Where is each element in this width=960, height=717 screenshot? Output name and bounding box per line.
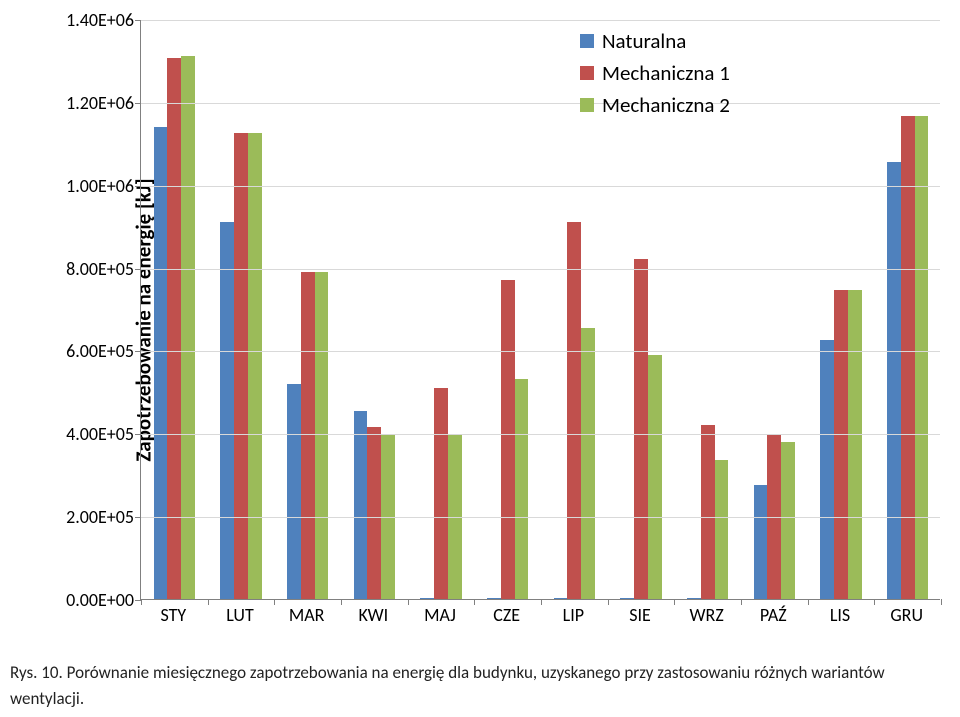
y-tick-label: 0.00E+00 bbox=[44, 589, 134, 611]
bar bbox=[620, 598, 634, 599]
bar bbox=[634, 259, 648, 599]
bar bbox=[501, 280, 515, 599]
bar bbox=[220, 222, 234, 599]
bar bbox=[515, 379, 529, 599]
bar bbox=[420, 598, 434, 599]
bar bbox=[848, 290, 862, 599]
y-tick-mark bbox=[135, 269, 141, 270]
caption-prefix: Rys. 10. bbox=[10, 662, 67, 683]
legend-item: Mechaniczna 1 bbox=[580, 60, 730, 86]
bar bbox=[581, 328, 595, 599]
caption-text: Porównanie miesięcznego zapotrzebowania … bbox=[10, 662, 885, 709]
x-tick-label: KWI bbox=[359, 604, 389, 626]
bar bbox=[701, 425, 715, 599]
bar bbox=[554, 598, 568, 599]
x-tick-label: MAJ bbox=[424, 604, 456, 626]
y-tick-label: 1.20E+06 bbox=[44, 92, 134, 114]
bar bbox=[834, 290, 848, 599]
legend-swatch bbox=[580, 66, 594, 80]
bar bbox=[781, 442, 795, 599]
x-tick-label: WRZ bbox=[690, 604, 724, 626]
bar bbox=[287, 384, 301, 599]
bar bbox=[687, 598, 701, 599]
x-tick-label: LIP bbox=[563, 604, 584, 626]
x-tick-label: SIE bbox=[629, 604, 651, 626]
x-axis-tick-labels: STY LUT MAR KWI MAJ CZE LIP SIE WRZ PAŹ LIS GRU bbox=[140, 604, 940, 634]
y-tick-label: 8.00E+05 bbox=[44, 258, 134, 280]
bar bbox=[915, 116, 929, 599]
plot-area bbox=[140, 20, 940, 600]
legend-item: Mechaniczna 2 bbox=[580, 92, 730, 118]
bar bbox=[567, 222, 581, 599]
y-tick-label: 1.40E+06 bbox=[44, 9, 134, 31]
chart-container: Zapotrzebowanie na energię [kJ] 0.00E+00… bbox=[0, 0, 960, 640]
y-tick-mark bbox=[135, 517, 141, 518]
x-tick-label: PAŹ bbox=[760, 604, 787, 626]
bar bbox=[301, 272, 315, 599]
legend-label: Mechaniczna 1 bbox=[602, 60, 730, 86]
bar bbox=[901, 116, 915, 599]
gridline bbox=[141, 434, 940, 435]
y-tick-mark bbox=[135, 351, 141, 352]
gridline bbox=[141, 351, 940, 352]
x-tick-label: MAR bbox=[289, 604, 325, 626]
x-tick-label: LIS bbox=[830, 604, 850, 626]
gridline bbox=[141, 517, 940, 518]
bar bbox=[820, 340, 834, 599]
y-tick-label: 2.00E+05 bbox=[44, 506, 134, 528]
legend: Naturalna Mechaniczna 1 Mechaniczna 2 bbox=[580, 28, 730, 124]
bars-layer bbox=[141, 20, 940, 599]
legend-swatch bbox=[580, 98, 594, 112]
bar bbox=[315, 272, 329, 599]
y-tick-label: 1.00E+06 bbox=[44, 175, 134, 197]
gridline bbox=[141, 103, 940, 104]
bar bbox=[248, 133, 262, 599]
bar bbox=[434, 388, 448, 599]
x-tick-label: LUT bbox=[226, 604, 254, 626]
x-tick-label: STY bbox=[160, 604, 186, 626]
bar bbox=[154, 127, 168, 599]
bar bbox=[715, 460, 729, 599]
bar bbox=[648, 355, 662, 599]
bar bbox=[487, 598, 501, 599]
legend-label: Mechaniczna 2 bbox=[602, 92, 730, 118]
x-tick-label: CZE bbox=[493, 604, 520, 626]
y-axis-tick-labels: 0.00E+002.00E+054.00E+056.00E+058.00E+05… bbox=[44, 0, 134, 600]
gridline bbox=[141, 20, 940, 21]
x-tick-mark bbox=[941, 599, 942, 605]
bar bbox=[354, 411, 368, 600]
y-tick-mark bbox=[135, 434, 141, 435]
bar bbox=[234, 133, 248, 599]
legend-label: Naturalna bbox=[602, 28, 686, 54]
bar bbox=[754, 485, 768, 599]
bar bbox=[887, 162, 901, 599]
bar bbox=[367, 427, 381, 599]
y-tick-mark bbox=[135, 103, 141, 104]
figure-caption: Rys. 10. Porównanie miesięcznego zapotrz… bbox=[10, 660, 950, 711]
x-tick-label: GRU bbox=[890, 604, 923, 626]
y-tick-label: 4.00E+05 bbox=[44, 423, 134, 445]
legend-item: Naturalna bbox=[580, 28, 730, 54]
gridline bbox=[141, 269, 940, 270]
y-tick-mark bbox=[135, 186, 141, 187]
y-tick-mark bbox=[135, 20, 141, 21]
y-tick-label: 6.00E+05 bbox=[44, 340, 134, 362]
gridline bbox=[141, 186, 940, 187]
legend-swatch bbox=[580, 34, 594, 48]
